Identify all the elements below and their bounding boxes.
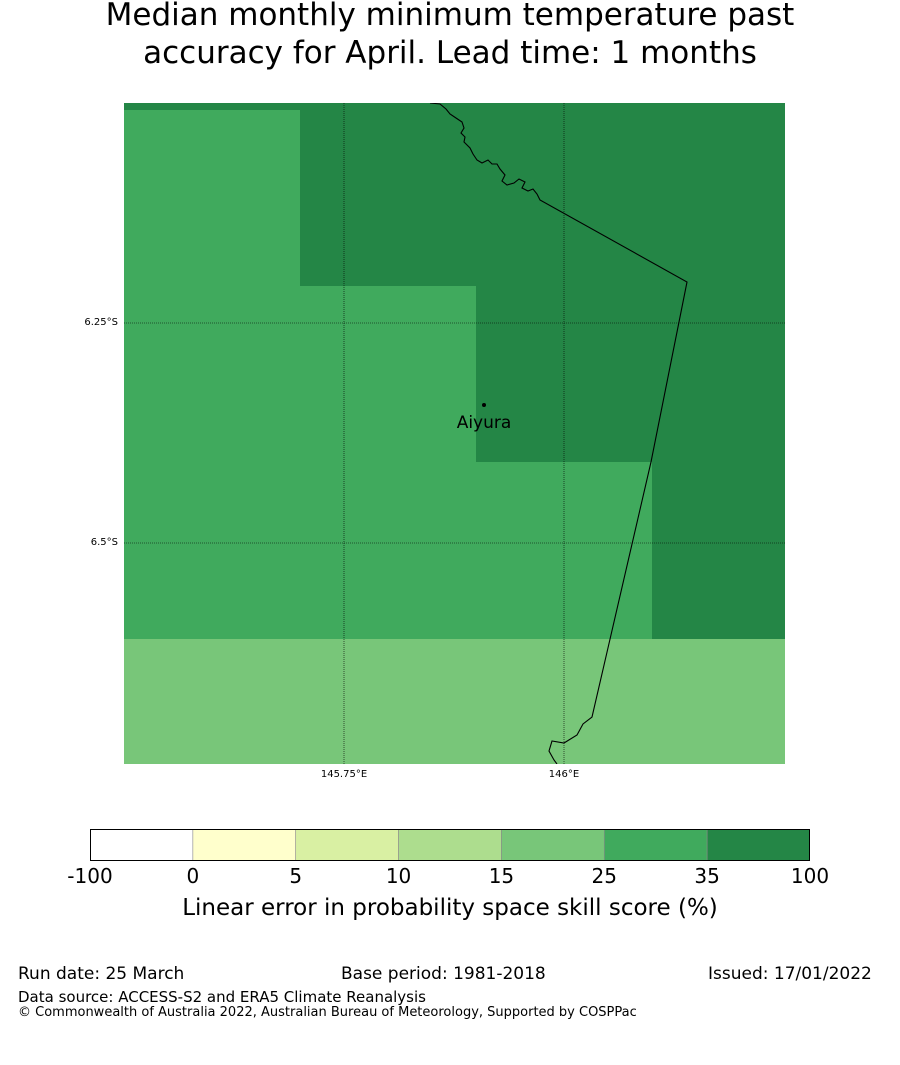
colorbar-tick-label: -100	[67, 864, 113, 888]
map-svg: Aiyura	[124, 103, 785, 764]
colorbar-label: Linear error in probability space skill …	[182, 895, 718, 921]
base-period: Base period: 1981-2018	[341, 964, 546, 984]
colorbar	[89, 828, 811, 862]
colorbar-tick-label: 5	[289, 864, 303, 888]
colorbar-tick-label: 15	[488, 864, 515, 888]
grid-cell-light	[124, 639, 785, 764]
map-area: Aiyura	[124, 103, 785, 764]
copyright: © Commonwealth of Australia 2022, Austra…	[18, 1005, 637, 1020]
colorbar-segment	[89, 828, 194, 862]
lat-label: 6.25°S	[84, 317, 118, 328]
colorbar-tick-label: 100	[790, 864, 830, 888]
grid-cell-medium	[124, 110, 300, 286]
colorbar-tick-label: 0	[186, 864, 200, 888]
lon-label: 145.75°E	[320, 769, 368, 780]
grid-cell-dark	[124, 103, 785, 110]
colorbar-tick-label: 10	[385, 864, 412, 888]
colorbar-tick-label: 35	[694, 864, 720, 888]
colorbar-outline	[90, 829, 810, 861]
colorbar-segment	[192, 828, 297, 862]
place-marker	[482, 403, 486, 407]
data-source: Data source: ACCESS-S2 and ERA5 Climate …	[18, 988, 426, 1006]
colorbar-svg	[89, 828, 811, 862]
issued-date: Issued: 17/01/2022	[708, 964, 872, 984]
grid-cell-medium	[124, 286, 476, 462]
colorbar-segment	[603, 828, 708, 862]
colorbar-tick-label: 25	[591, 864, 617, 888]
grid-cell-medium	[124, 462, 652, 639]
colorbar-segment	[398, 828, 502, 862]
title-line-1: Median monthly minimum temperature past	[105, 0, 795, 33]
place-label: Aiyura	[457, 413, 512, 433]
chart-title: Median monthly minimum temperature past …	[0, 0, 900, 72]
title-line-2: accuracy for April. Lead time: 1 months	[143, 35, 757, 71]
grid-cell-dark	[652, 462, 785, 639]
lon-label: 146°E	[548, 769, 580, 780]
grid-cell-dark	[476, 286, 785, 462]
lat-label: 6.5°S	[90, 537, 118, 548]
grid-cell-dark	[300, 110, 785, 286]
province-boundary	[429, 103, 688, 764]
run-date: Run date: 25 March	[18, 964, 185, 984]
colorbar-segment	[295, 828, 399, 862]
colorbar-segment	[706, 828, 811, 862]
colorbar-segment	[501, 828, 605, 862]
